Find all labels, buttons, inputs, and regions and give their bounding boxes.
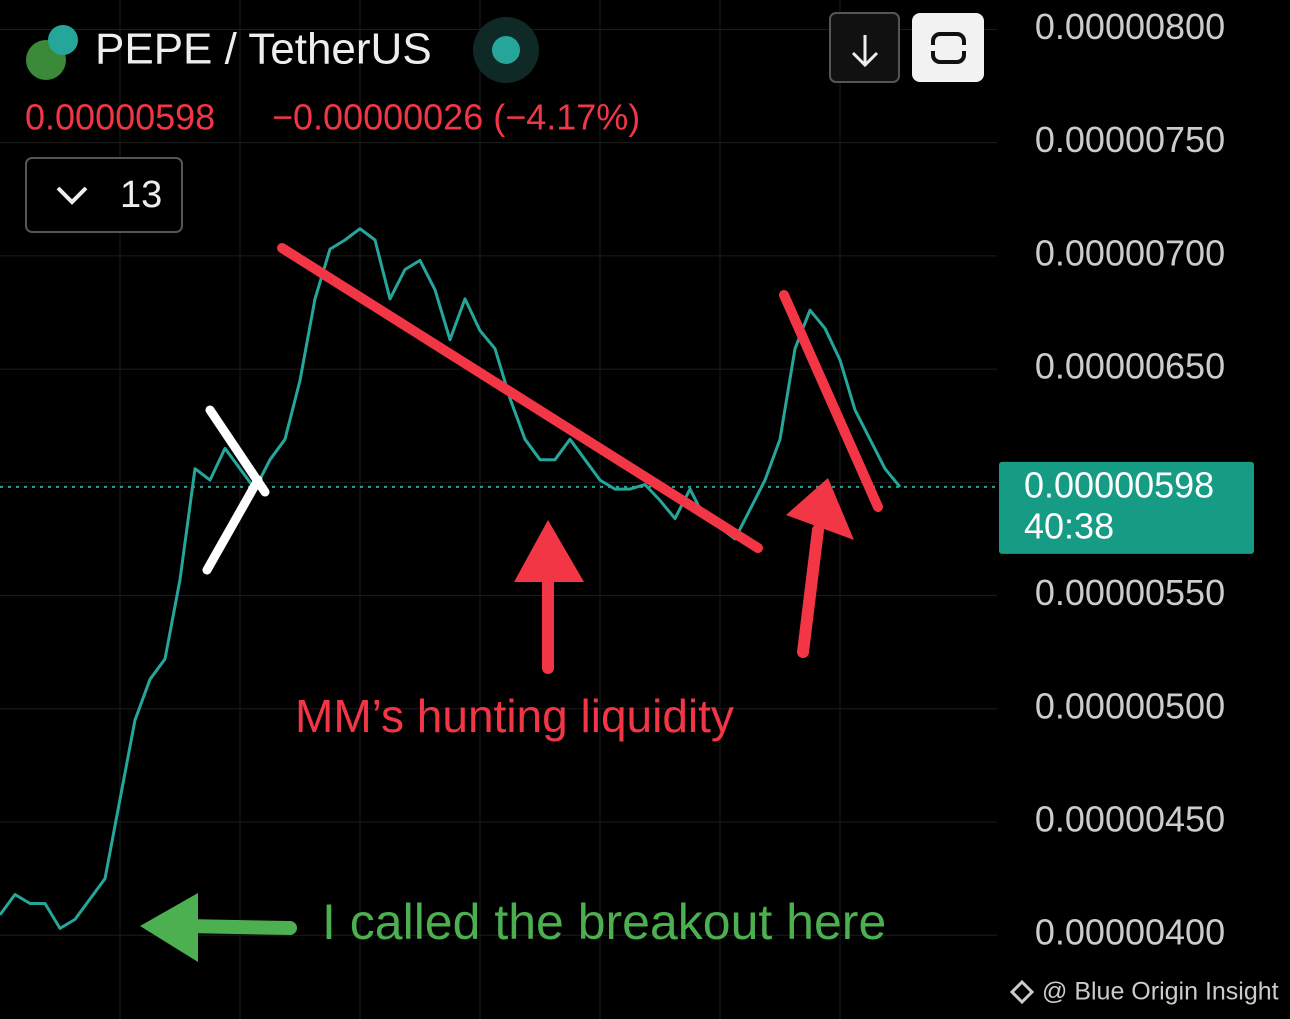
grid [0, 28, 997, 936]
y-tick-label: 0.00000450 [1035, 799, 1225, 840]
white-line [202, 475, 263, 575]
y-tick-label: 0.00000400 [1035, 912, 1225, 953]
annotation-lines [140, 243, 883, 962]
arrow-shaft [797, 524, 824, 658]
y-tick-label: 0.00000550 [1035, 572, 1225, 613]
watermark: @ Blue Origin Insight [1042, 978, 1279, 1006]
arrow-head [140, 893, 198, 962]
countdown: 40:38 [1024, 505, 1114, 546]
annotation: I called the breakout here [322, 894, 886, 950]
y-tick-label: 0.00000700 [1035, 232, 1225, 273]
exchange-icon [48, 25, 78, 55]
plot [0, 227, 997, 930]
y-tick-label: 0.00000500 [1035, 685, 1225, 726]
change: −0.00000026 (−4.17%) [272, 97, 640, 138]
annotation: MM’s hunting liquidity [295, 690, 734, 742]
interval-button[interactable] [25, 157, 183, 233]
chevron [56, 186, 88, 205]
arrow-shaft [178, 919, 297, 935]
y-tick-label: 0.00000800 [1035, 6, 1225, 47]
y-axis: 0.00000400 0.00000450 0.00000500 0.00000550… [999, 6, 1254, 953]
price-line [0, 227, 902, 930]
trend-line [277, 243, 763, 553]
y-tick-label: 0.00000650 [1035, 346, 1225, 387]
arrow-head [514, 520, 584, 582]
price: 0.00000598 [25, 97, 215, 138]
current-price-label: 0.00000598 [1024, 464, 1214, 505]
watermark-icon [1009, 979, 1035, 1005]
y-tick-label: 0.00000750 [1035, 119, 1225, 160]
download-icon [851, 35, 879, 68]
current-price-box [999, 461, 1254, 554]
vertical-grid [119, 0, 841, 1019]
trend-line [779, 290, 883, 512]
interval-count: 13 [120, 174, 162, 216]
title: PEPE / TetherUS [95, 25, 432, 74]
arrow-head [786, 478, 854, 540]
status-dot [492, 36, 520, 64]
